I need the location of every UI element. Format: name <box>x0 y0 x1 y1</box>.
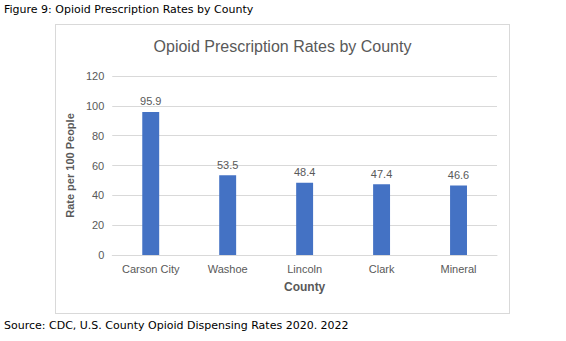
svg-text:40: 40 <box>92 189 104 201</box>
svg-text:48.4: 48.4 <box>294 166 315 178</box>
svg-text:County: County <box>284 280 326 294</box>
svg-text:Rate per 100 People: Rate per 100 People <box>64 113 76 218</box>
svg-text:Washoe: Washoe <box>208 263 248 275</box>
svg-text:120: 120 <box>86 70 104 82</box>
html-text:Source: CDC, U.S. County Opioi: Source: CDC, U.S. County Opioid Dispensi… <box>4 319 349 332</box>
html-text:Figure 9: Opioid Prescription: Figure 9: Opioid Prescription Rates by C… <box>4 3 254 16</box>
svg-text:60: 60 <box>92 160 104 172</box>
svg-text:0: 0 <box>98 249 104 261</box>
svg-text:53.5: 53.5 <box>217 159 238 171</box>
svg-text:Lincoln: Lincoln <box>287 263 322 275</box>
svg-text:20: 20 <box>92 219 104 231</box>
svg-text:Clark: Clark <box>369 263 395 275</box>
svg-text:100: 100 <box>86 100 104 112</box>
svg-text:Opioid Prescription Rates by C: Opioid Prescription Rates by County <box>154 38 412 55</box>
svg-text:Mineral: Mineral <box>440 263 476 275</box>
svg-text:Carson City: Carson City <box>122 263 180 275</box>
svg-text:80: 80 <box>92 130 104 142</box>
svg-text:47.4: 47.4 <box>371 168 392 180</box>
svg-text:46.6: 46.6 <box>448 169 469 181</box>
svg-text:95.9: 95.9 <box>140 95 161 107</box>
